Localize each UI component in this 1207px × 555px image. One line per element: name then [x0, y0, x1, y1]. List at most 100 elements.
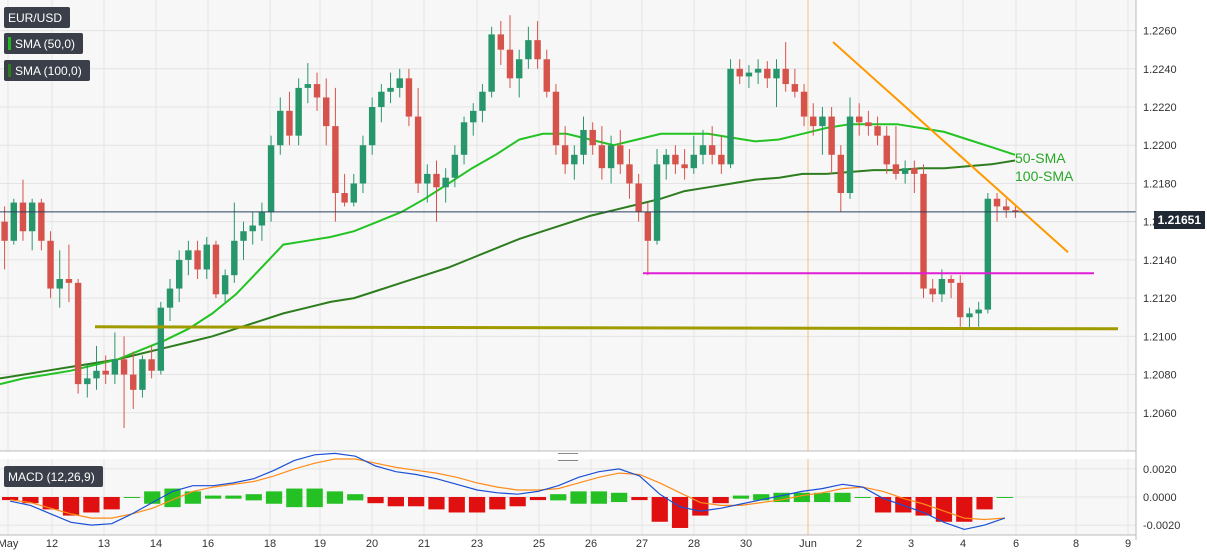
sma100-annotation: 100-SMA — [1015, 168, 1074, 184]
candle-body — [249, 225, 256, 232]
candle-body — [396, 78, 403, 88]
sma50-swatch-icon — [8, 37, 11, 50]
candle-body — [323, 97, 330, 127]
candle-body — [1003, 206, 1010, 211]
candle-body — [690, 154, 697, 169]
candle-body — [929, 288, 936, 295]
price-y-tick-label: 1.2080 — [1143, 370, 1177, 382]
macd-histogram-bar — [529, 497, 547, 501]
candle-body — [883, 135, 890, 165]
macd-histogram-bar — [854, 497, 871, 498]
candle-body — [543, 59, 550, 92]
price-y-tick-label: 1.2060 — [1143, 408, 1177, 420]
x-tick-label: 13 — [98, 538, 110, 550]
candle-body — [166, 288, 174, 308]
candle-body — [148, 359, 155, 371]
candle-body — [38, 202, 45, 241]
macd-histogram-bar — [895, 497, 912, 513]
price-y-tick-label: 1.2140 — [1143, 255, 1177, 267]
candle-body — [442, 177, 449, 188]
candle-body — [157, 307, 165, 371]
candle-body — [267, 145, 275, 213]
candle-body — [102, 370, 109, 375]
candle-body — [479, 91, 486, 111]
candle-body — [506, 49, 514, 79]
macd-histogram-bar — [103, 497, 120, 510]
candle-body — [745, 72, 753, 77]
candle-body — [240, 231, 247, 241]
drawn-lines — [0, 41, 1136, 331]
candle-body — [966, 313, 973, 318]
sma100-series — [0, 159, 1016, 380]
macd-histogram-bar — [2, 497, 19, 501]
candle-body — [911, 168, 918, 174]
macd-histogram-bar — [773, 492, 790, 503]
price-y-tick-label: 1.2260 — [1143, 26, 1177, 38]
candle-body — [286, 110, 293, 136]
candle-body — [957, 282, 964, 318]
x-tick-label: Jun — [799, 538, 817, 550]
x-tick-label: 20 — [366, 538, 378, 550]
candle-body — [332, 126, 339, 194]
sma50-line — [0, 123, 1016, 386]
macd-histogram-bar — [631, 497, 648, 501]
support-line — [94, 325, 1119, 331]
candle-body — [782, 68, 789, 85]
sma50-series — [0, 123, 1016, 386]
candlestick-series — [1, 15, 1019, 429]
macd-histogram-bar — [347, 494, 364, 501]
candle-body — [607, 145, 615, 169]
x-tick-label: 16 — [202, 538, 214, 550]
macd-histogram-bar — [976, 497, 993, 510]
candle-body — [65, 279, 73, 283]
macd-line — [10, 452, 1006, 531]
candle-body — [212, 244, 220, 295]
candle-body — [378, 91, 385, 108]
candle-body — [736, 68, 743, 77]
macd-histogram-bar — [671, 497, 689, 528]
candle-body — [984, 198, 992, 310]
candle-body — [534, 40, 541, 60]
legend-sma100-label: SMA (100,0) — [15, 63, 82, 78]
candle-body — [313, 84, 321, 98]
candle-body — [828, 116, 835, 155]
macd-histogram-bar — [448, 497, 465, 513]
macd-histogram-bar — [123, 497, 141, 498]
legend-sma100: SMA (100,0) — [4, 60, 90, 81]
candle-body — [221, 275, 229, 295]
price-plot-area — [0, 0, 1136, 451]
candle-body — [846, 116, 854, 194]
candle-body — [139, 359, 146, 390]
macd-histogram-bar — [712, 497, 729, 504]
candle-body — [74, 282, 82, 385]
x-tick-label: 21 — [418, 538, 430, 550]
x-tick-label: 19 — [314, 538, 326, 550]
candle-body — [552, 91, 560, 146]
macd-histogram-bar — [265, 491, 283, 504]
candle-body — [1, 221, 8, 241]
current-price-tag: 1.21651 — [1153, 211, 1205, 229]
macd-histogram-bar — [22, 497, 39, 504]
candle-body — [120, 359, 128, 375]
macd-histogram-bar — [793, 492, 810, 503]
candle-body — [525, 40, 532, 60]
x-tick-label: 26 — [585, 538, 597, 550]
candle-body — [203, 244, 210, 270]
macd-histogram-bar — [753, 494, 770, 501]
candle-body — [653, 164, 661, 241]
candle-body — [424, 173, 431, 184]
macd-y-tick-label: 0.0000 — [1143, 492, 1177, 504]
candle-body — [855, 116, 863, 123]
candle-body — [938, 279, 946, 295]
macd-histogram-bar — [205, 495, 222, 499]
candle-body — [295, 87, 302, 136]
x-tick-label: 6 — [1013, 538, 1019, 550]
pane-resize-handle[interactable] — [558, 453, 578, 461]
candle-body — [975, 309, 982, 314]
candle-body — [892, 164, 900, 174]
macd-histogram-bar — [935, 497, 953, 522]
candle-body — [368, 107, 376, 146]
candle-body — [405, 78, 413, 117]
candle-body — [617, 145, 624, 165]
